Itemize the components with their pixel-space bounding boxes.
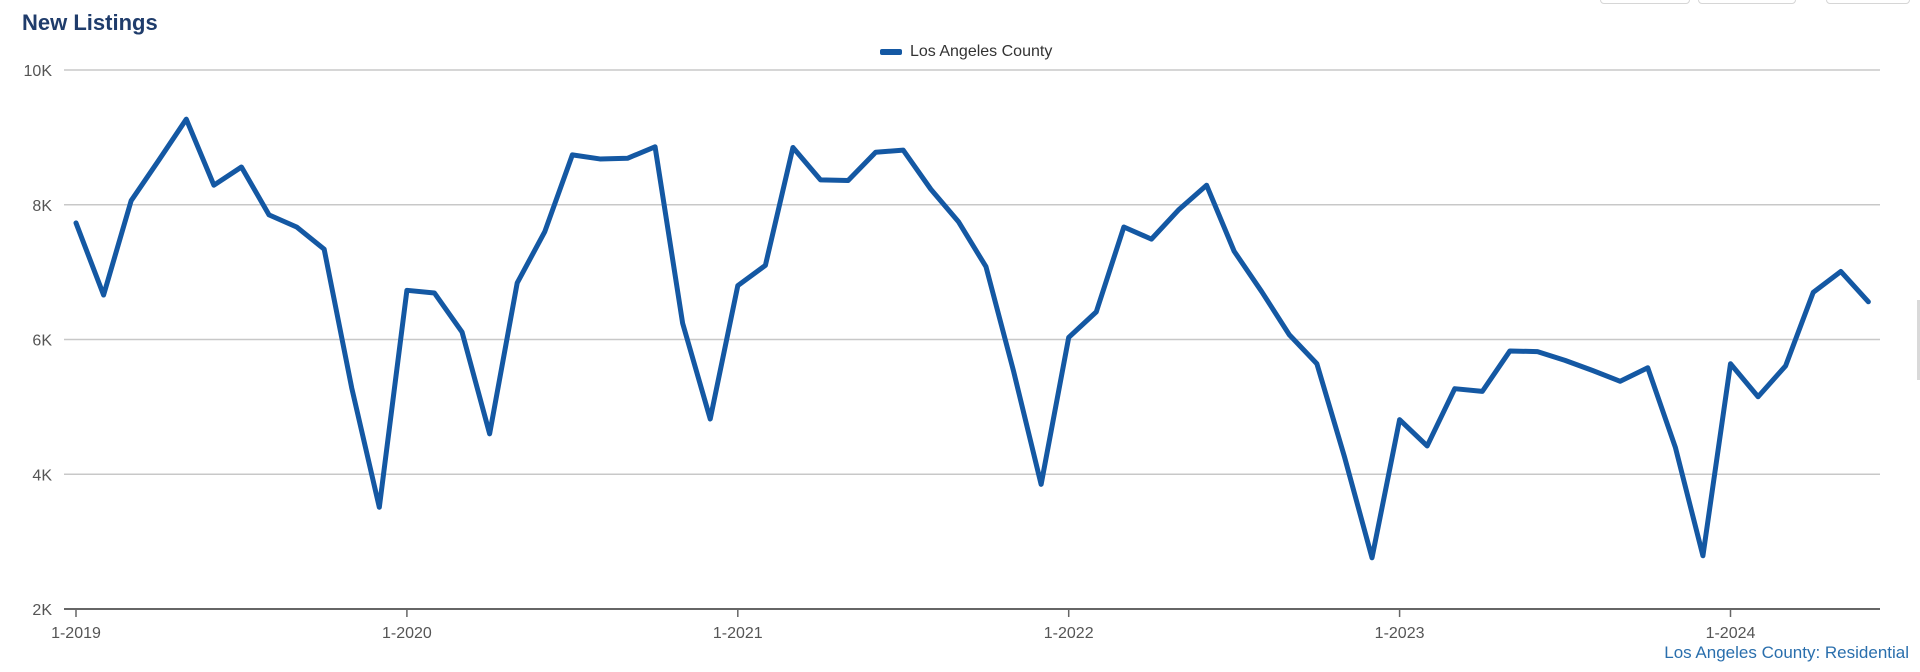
data-point[interactable] [1478,387,1486,395]
x-tick-label: 1-2020 [382,625,432,642]
data-point[interactable] [844,176,852,184]
data-point[interactable] [954,218,962,226]
axis-layer: 2K 4K 6K 8K 10K 1-2019 1-2020 1-2021 1-2022 1-202… [24,63,1880,642]
data-point[interactable] [1258,288,1266,296]
data-point[interactable] [458,328,466,336]
y-tick-label: 6K [32,333,52,350]
data-point[interactable] [182,115,190,123]
y-tick-label: 2K [32,602,52,619]
data-point[interactable] [100,291,108,299]
data-point[interactable] [1506,347,1514,355]
data-point[interactable] [1533,348,1541,356]
data-point[interactable] [761,261,769,269]
data-point[interactable] [430,289,438,297]
data-point[interactable] [1809,288,1817,296]
data-point[interactable] [1065,333,1073,341]
data-point[interactable] [1589,366,1597,374]
data-point[interactable] [1561,356,1569,364]
x-tick-label: 1-2019 [51,625,101,642]
legend: Los Angeles County [880,43,1052,61]
data-point[interactable] [789,143,797,151]
data-point[interactable] [679,319,687,327]
data-point[interactable] [1285,331,1293,339]
footer-note: Los Angeles County: Residential [1664,643,1909,662]
data-point[interactable] [1754,393,1762,401]
x-tick-label: 1-2022 [1044,625,1094,642]
data-point[interactable] [541,228,549,236]
series-layer [72,115,1872,562]
data-point[interactable] [375,503,383,511]
data-point[interactable] [513,279,521,287]
data-point[interactable] [1671,443,1679,451]
data-point[interactable] [624,154,632,162]
data-point[interactable] [899,146,907,154]
data-point[interactable] [1644,364,1652,372]
data-point[interactable] [1616,377,1624,385]
data-point[interactable] [320,245,328,253]
data-point[interactable] [1396,416,1404,424]
data-point[interactable] [1727,360,1735,368]
series-line-0 [73,116,1871,561]
data-point[interactable] [155,156,163,164]
data-point[interactable] [210,181,218,189]
data-point[interactable] [1037,480,1045,488]
data-point[interactable] [1837,267,1845,275]
scrollbar[interactable] [1917,300,1920,380]
data-point[interactable] [568,151,576,159]
legend-swatch [880,49,902,55]
x-tick-label: 1-2024 [1706,625,1756,642]
data-point[interactable] [1230,247,1238,255]
data-point[interactable] [486,430,494,438]
y-tick-label: 10K [24,63,53,80]
chart-title: New Listings [22,10,158,35]
data-point[interactable] [651,143,659,151]
data-point[interactable] [1010,367,1018,375]
data-point[interactable] [596,155,604,163]
grid-layer [64,69,1880,475]
data-point[interactable] [265,211,273,219]
data-point[interactable] [1092,308,1100,316]
data-point[interactable] [1782,362,1790,370]
x-tick-label: 1-2021 [713,625,763,642]
data-point[interactable] [1340,453,1348,461]
data-point[interactable] [1368,554,1376,562]
data-point[interactable] [1699,552,1707,560]
y-tick-label: 4K [32,467,52,484]
legend-label: Los Angeles County [910,43,1053,60]
data-point[interactable] [1147,235,1155,243]
data-point[interactable] [872,148,880,156]
data-point[interactable] [734,282,742,290]
data-point[interactable] [1120,223,1128,231]
data-point[interactable] [403,286,411,294]
data-point[interactable] [927,185,935,193]
data-point[interactable] [293,223,301,231]
data-point[interactable] [1451,385,1459,393]
data-point[interactable] [348,384,356,392]
y-tick-label: 8K [32,198,52,215]
data-point[interactable] [237,163,245,171]
data-point[interactable] [1313,360,1321,368]
data-point[interactable] [1864,298,1872,306]
data-point[interactable] [817,176,825,184]
data-point[interactable] [1423,442,1431,450]
x-tick-label: 1-2023 [1375,625,1425,642]
data-point[interactable] [72,219,80,227]
data-point[interactable] [982,263,990,271]
top-controls [1600,0,1910,4]
data-point[interactable] [1203,181,1211,189]
data-point[interactable] [127,197,135,205]
data-point[interactable] [706,415,714,423]
data-point[interactable] [1175,205,1183,213]
